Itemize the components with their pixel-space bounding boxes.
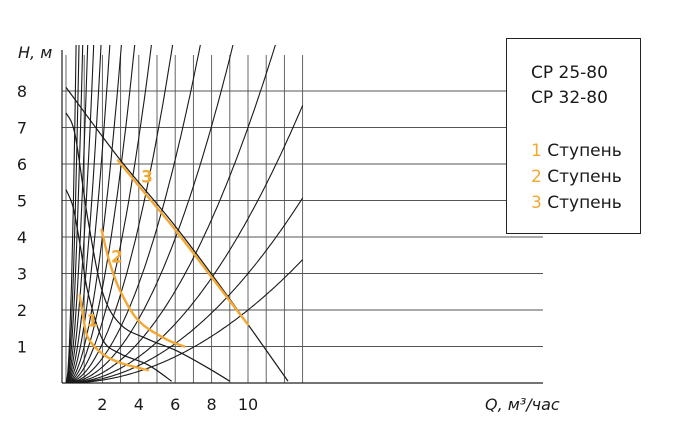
- x-axis-label: Q, м³/час: [485, 395, 560, 414]
- legend-item-label: Ступень: [547, 193, 622, 213]
- legend-item-2: 2 Ступень: [531, 164, 640, 190]
- legend-item-number: 1: [531, 141, 542, 161]
- system-curve: [65, 45, 89, 383]
- y-tick-label: 8: [17, 82, 27, 101]
- legend: CP 25-80 CP 32-80 1 Ступень 2 Ступень 3 …: [506, 38, 641, 234]
- legend-item-label: Ступень: [547, 167, 622, 187]
- y-tick-label: 6: [17, 155, 27, 174]
- system-curves: [65, 45, 304, 383]
- y-tick-label: 5: [17, 192, 27, 211]
- system-curve: [65, 45, 152, 383]
- pump-curves: [65, 87, 289, 382]
- y-tick-label: 1: [17, 338, 27, 357]
- system-curve: [66, 45, 276, 383]
- x-tick-label: 10: [238, 395, 258, 414]
- grid: [61, 50, 543, 384]
- system-curve: [65, 45, 201, 383]
- x-tick-label: 6: [170, 395, 180, 414]
- system-curve: [65, 45, 84, 383]
- y-tick-label: 7: [17, 119, 27, 138]
- system-curve: [65, 45, 111, 383]
- stage-curve-3: [116, 159, 250, 326]
- stage-curve-2: [100, 228, 186, 348]
- y-axis-label: H, м: [18, 43, 52, 62]
- system-curve: [66, 45, 234, 383]
- legend-model-1: CP 25-80: [531, 63, 608, 83]
- stage-number-label: 1: [86, 311, 98, 331]
- system-curve: [66, 197, 304, 383]
- legend-item-1: 1 Ступень: [531, 138, 640, 164]
- legend-item-3: 3 Ступень: [531, 190, 640, 216]
- pump-curve: [65, 189, 172, 382]
- system-curve: [65, 45, 80, 383]
- stage-annotations: 1 2 3: [86, 167, 152, 331]
- y-tick-label: 3: [17, 265, 27, 284]
- y-tick-label: 2: [17, 301, 27, 320]
- stage-curve-1: [78, 294, 150, 372]
- system-curve: [65, 45, 136, 383]
- x-tick-label: 4: [134, 395, 144, 414]
- system-curve: [65, 45, 77, 383]
- pump-curve: [65, 112, 231, 382]
- legend-item-number: 3: [531, 193, 542, 213]
- legend-item-label: Ступень: [547, 141, 622, 161]
- system-curve: [66, 259, 303, 383]
- x-tick-label: 8: [207, 395, 217, 414]
- system-curve: [66, 105, 304, 383]
- stage-number-label: 2: [111, 248, 123, 268]
- pump-curve: [65, 87, 289, 382]
- system-curve: [65, 45, 122, 383]
- system-curve: [65, 45, 95, 383]
- legend-model-2: CP 32-80: [531, 88, 608, 108]
- stage-number-label: 3: [141, 167, 153, 187]
- x-tick-label: 2: [97, 395, 107, 414]
- stage-series: [78, 159, 250, 372]
- y-tick-label: 4: [17, 228, 27, 247]
- legend-item-number: 2: [531, 167, 542, 187]
